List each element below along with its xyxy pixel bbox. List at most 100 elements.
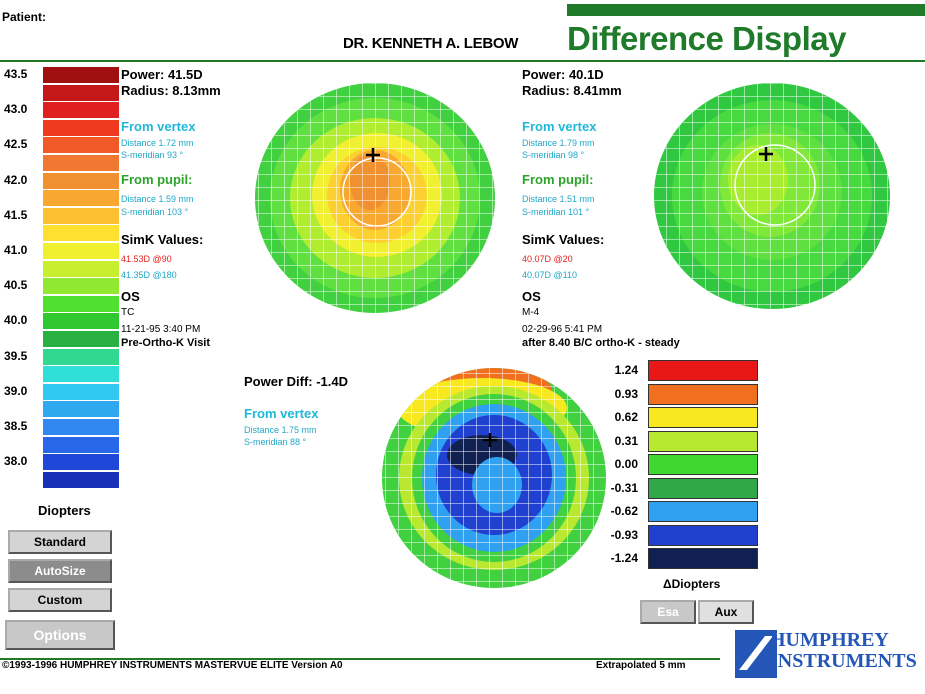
footer-divider <box>0 658 720 660</box>
power-scale-swatch <box>43 102 119 119</box>
humphrey-logo-icon <box>735 630 777 678</box>
map1-pupil-distance: Distance 1.59 mm <box>121 194 194 204</box>
extrapolated-text: Extrapolated 5 mm <box>596 660 686 671</box>
difference-scale-swatch <box>648 360 758 381</box>
logo-line-1: HUMPHREY <box>770 629 889 651</box>
difference-info: Power Diff: -1.4D From vertex Distance 1… <box>244 375 374 455</box>
power-scale-swatch <box>43 401 119 418</box>
difference-scale-row: 0.93 <box>598 383 758 405</box>
power-scale-label: 41.5 <box>4 207 28 222</box>
diopters-label: Diopters <box>38 503 91 518</box>
autosize-button[interactable]: AutoSize <box>8 559 112 583</box>
power-scale-swatch <box>43 383 119 400</box>
power-scale-label: 43.0 <box>4 102 28 117</box>
map2-vertex-cross <box>759 147 773 161</box>
power-scale-swatch <box>43 366 119 383</box>
difference-scale-row: -0.93 <box>598 524 758 546</box>
custom-button[interactable]: Custom <box>8 588 112 612</box>
difference-scale-row: -0.31 <box>598 477 758 499</box>
map2-from-vertex: From vertex <box>522 119 597 134</box>
difference-scale-swatch <box>648 501 758 522</box>
power-scale-label: 39.5 <box>4 348 28 363</box>
power-scale-swatch <box>43 419 119 435</box>
difference-scale-label: -0.93 <box>610 527 638 542</box>
difference-scale-swatch <box>648 548 758 569</box>
difference-scale-label: -1.24 <box>610 551 638 565</box>
map2-eye: OS <box>522 289 541 304</box>
power-scale-swatch <box>43 331 119 347</box>
power-scale-swatch <box>43 243 119 259</box>
map2-from-pupil: From pupil: <box>522 172 594 187</box>
map1-topography <box>255 83 495 313</box>
aux-button[interactable]: Aux <box>698 600 754 624</box>
power-scale-swatch <box>43 155 119 171</box>
difference-scale-label: 0.93 <box>614 386 638 401</box>
map2-radius: Radius: 8.41mm <box>522 83 622 98</box>
page-title: Difference Display <box>567 20 846 57</box>
power-scale-label: 40.0 <box>4 313 28 328</box>
map1-vertex-distance: Distance 1.72 mm <box>121 138 194 148</box>
header-divider <box>0 60 925 62</box>
map2-topography <box>654 83 890 309</box>
map1-date: 11-21-95 3:40 PM <box>121 324 201 335</box>
power-scale-swatch <box>43 436 119 453</box>
delta-diopters-label: ΔDiopters <box>663 577 721 591</box>
difference-scale-label: 1.24 <box>614 363 638 377</box>
power-scale-swatch <box>43 67 119 83</box>
map2-simk-2: 40.07D @110 <box>522 270 578 280</box>
difference-scale-row: 0.31 <box>598 430 758 452</box>
map1-from-vertex: From vertex <box>121 119 196 134</box>
difference-scale-label: -0.31 <box>610 480 638 495</box>
difference-scale-swatch <box>648 524 758 546</box>
diff-vertex-smeridian: S-meridian 88 ° <box>244 437 307 447</box>
map2-pupil-smeridian: S-meridian 101 ° <box>522 207 590 217</box>
copyright-text: ©1993-1996 HUMPHREY INSTRUMENTS MASTERVU… <box>2 660 343 671</box>
power-diff: Power Diff: -1.4D <box>244 374 349 389</box>
difference-scale-label: -0.62 <box>610 504 638 518</box>
map1-vertex-cross <box>366 148 380 162</box>
difference-scale-row: 1.24 <box>598 360 758 381</box>
power-scale-label: 43.5 <box>4 67 28 81</box>
difference-topography <box>382 368 606 588</box>
power-scale-label: 38.5 <box>4 419 28 433</box>
options-button[interactable]: Options <box>5 620 115 650</box>
difference-scale-swatch <box>648 430 758 452</box>
power-scale-swatch <box>43 137 119 154</box>
map1-eye: OS <box>121 289 140 304</box>
difference-scale-row: 0.00 <box>598 454 758 475</box>
map2-info: Power: 40.1D Radius: 8.41mm From vertex … <box>522 68 742 358</box>
map2-simk-1: 40.07D @20 <box>522 254 573 264</box>
map1-power: Power: 41.5D <box>121 67 203 82</box>
power-scale-swatch <box>43 119 119 136</box>
power-scale-swatch <box>43 295 119 312</box>
difference-scale-swatch <box>648 477 758 499</box>
map2-pupil-distance: Distance 1.51 mm <box>522 194 595 204</box>
power-scale-swatch <box>43 190 119 207</box>
difference-scale-label: 0.62 <box>614 410 638 424</box>
map1-simk-2: 41.35D @180 <box>121 270 177 280</box>
power-scale-swatch <box>43 313 119 330</box>
difference-scale-swatch <box>648 383 758 405</box>
doctor-name: DR. KENNETH A. LEBOW <box>343 35 519 52</box>
difference-scale-row: -1.24 <box>598 548 758 569</box>
map2-simk-title: SimK Values: <box>522 232 605 247</box>
power-scale-swatch <box>43 84 119 101</box>
difference-scale-row: 0.62 <box>598 407 758 428</box>
patient-label: Patient: <box>2 10 47 24</box>
map1-radius: Radius: 8.13mm <box>121 83 221 98</box>
esa-button[interactable]: Esa <box>640 600 696 624</box>
difference-scale-swatch <box>648 454 758 475</box>
diff-vertex-distance: Distance 1.75 mm <box>244 425 317 435</box>
map2-visit: after 8.40 B/C ortho-K - steady <box>522 337 680 349</box>
power-scale-swatch <box>43 454 119 471</box>
difference-scale-row: -0.62 <box>598 501 758 522</box>
power-scale-label: 42.5 <box>4 137 28 152</box>
map1-info: Power: 41.5D Radius: 8.13mm From vertex … <box>121 68 251 358</box>
humphrey-logo-text: HUMPHREY INSTRUMENTS <box>770 630 917 672</box>
map2-date: 02-29-96 5:41 PM <box>522 324 603 335</box>
standard-button[interactable]: Standard <box>8 530 112 554</box>
power-scale-label: 41.0 <box>4 243 28 257</box>
map2-vertex-smeridian: S-meridian 98 ° <box>522 150 585 160</box>
power-scale-label: 39.0 <box>4 383 28 398</box>
power-scale-swatch <box>43 278 119 295</box>
